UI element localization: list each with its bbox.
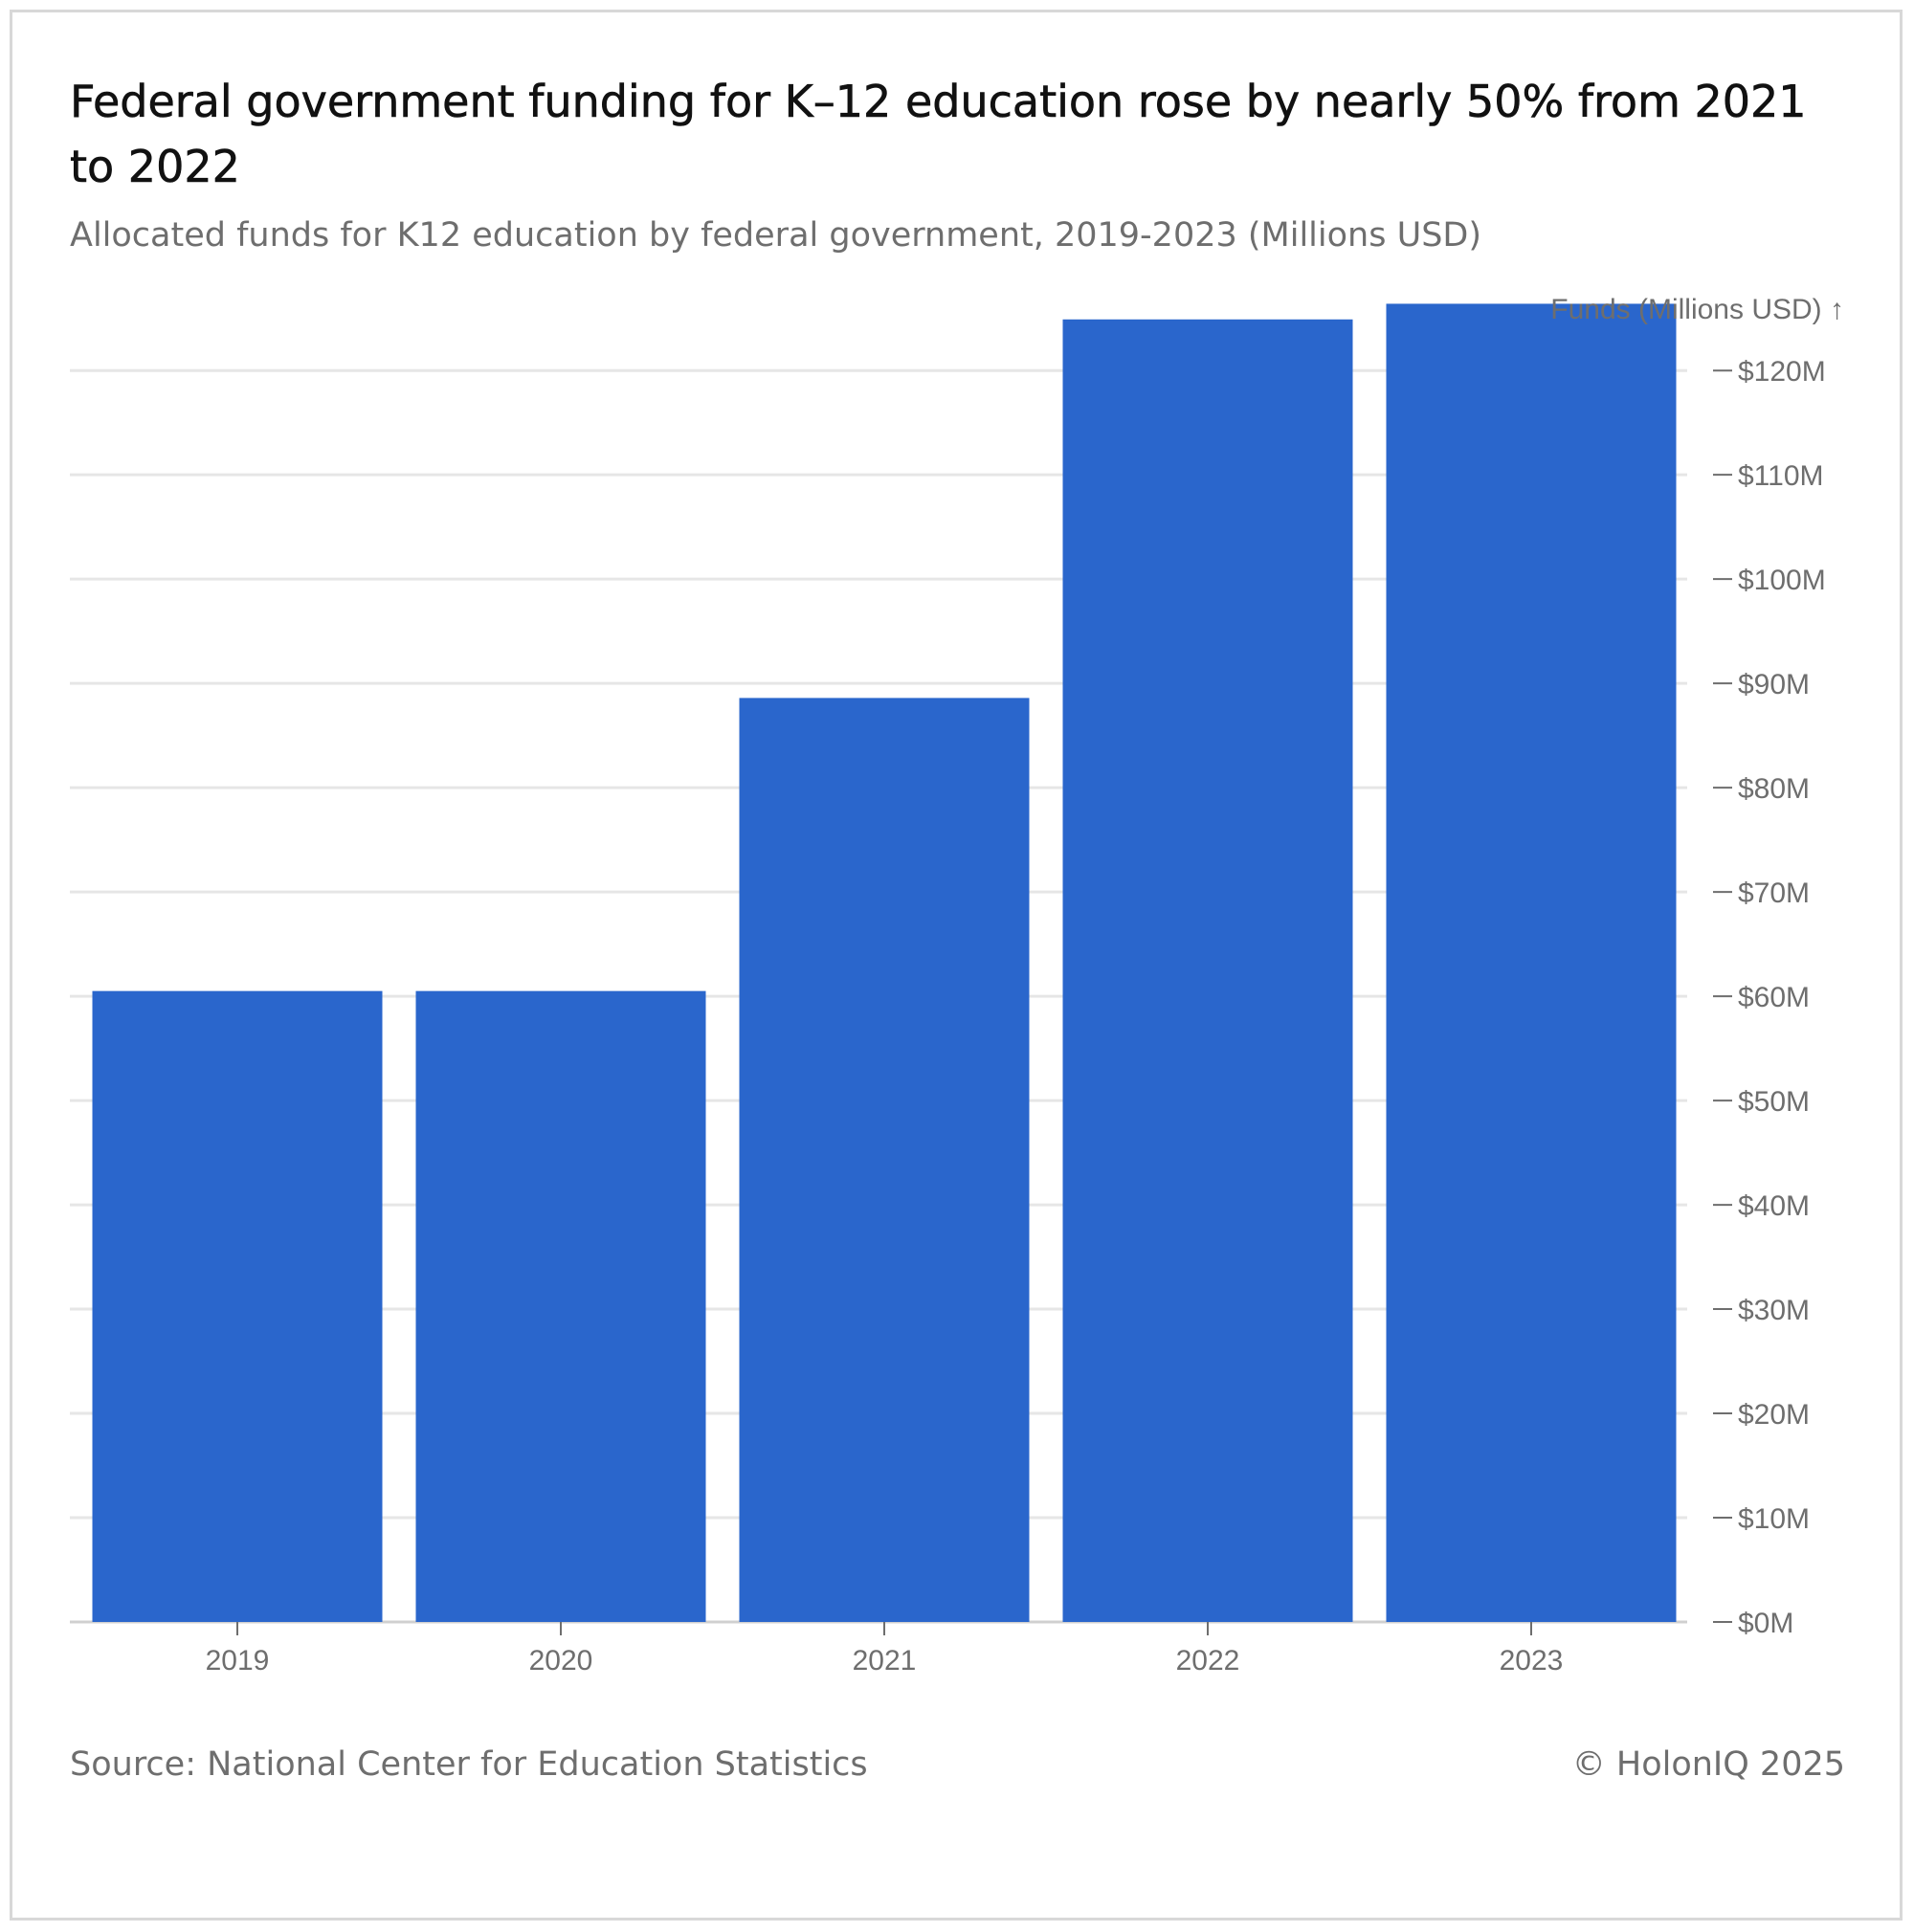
y-tick-label: $30M — [1738, 1295, 1810, 1326]
y-tick-label: $110M — [1738, 460, 1824, 492]
y-tick-label: $60M — [1738, 982, 1810, 1013]
copyright-note: © HolonIQ 2025 — [1571, 1745, 1845, 1784]
bars — [92, 303, 1677, 1622]
y-tick-label: $40M — [1738, 1190, 1810, 1222]
y-axis-label: Funds (Millions USD) ↑ — [1550, 294, 1844, 325]
source-note: Source: National Center for Education St… — [70, 1745, 868, 1784]
y-tick-label: $50M — [1738, 1086, 1810, 1118]
y-axis: $0M $10M $20M $30M $40M $50M $60M $70M $80M $90M $… — [1713, 356, 1826, 1639]
y-tick-label: $70M — [1738, 877, 1810, 909]
y-tick-label: $20M — [1738, 1399, 1810, 1431]
x-tick-label: 2022 — [1176, 1645, 1240, 1677]
bar-2023[interactable] — [1386, 303, 1677, 1622]
y-tick-label: $80M — [1738, 773, 1810, 805]
x-axis: 2019 2020 2021 2022 2023 — [206, 1622, 1564, 1677]
x-tick-label: 2020 — [529, 1645, 593, 1677]
y-tick-label: $120M — [1738, 356, 1826, 388]
y-tick-label: $0M — [1738, 1608, 1793, 1639]
y-tick-label: $100M — [1738, 565, 1826, 596]
x-tick-label: 2019 — [206, 1645, 270, 1677]
x-tick-label: 2021 — [853, 1645, 917, 1677]
bar-2020[interactable] — [415, 990, 706, 1622]
bar-2021[interactable] — [739, 698, 1030, 1622]
chart-title: Federal government funding for K–12 educ… — [70, 76, 1807, 193]
x-tick-label: 2023 — [1500, 1645, 1564, 1677]
y-tick-label: $90M — [1738, 669, 1810, 700]
bar-2022[interactable] — [1062, 319, 1353, 1622]
bar-2019[interactable] — [92, 990, 383, 1622]
y-tick-label: $10M — [1738, 1503, 1810, 1535]
chart-subtitle: Allocated funds for K12 education by fed… — [70, 216, 1482, 255]
